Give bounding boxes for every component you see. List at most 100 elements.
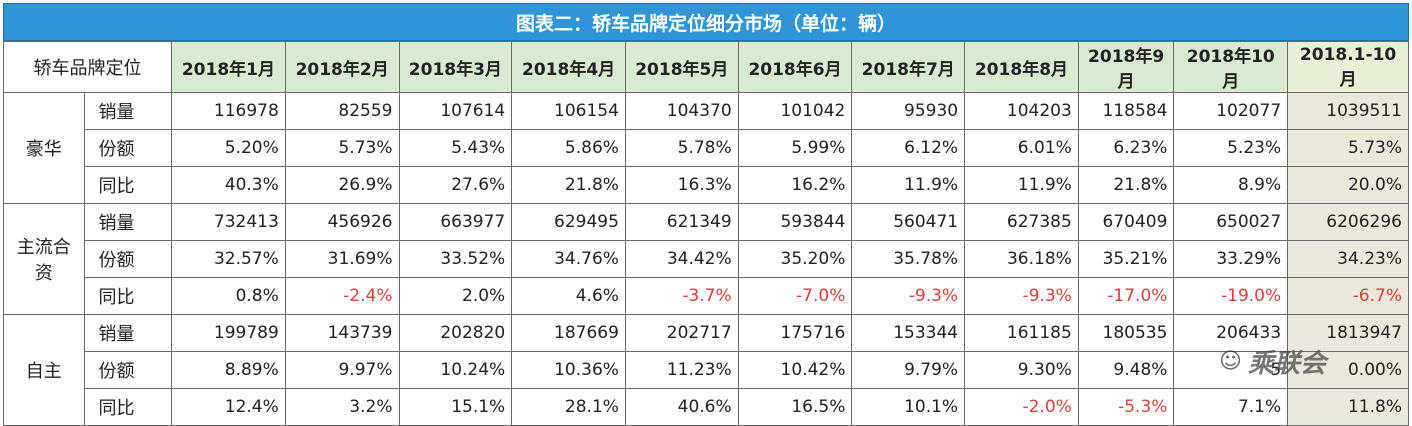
table-cell: 629495 <box>511 203 626 241</box>
table-cell: 34.42% <box>624 240 739 278</box>
table-cell: 143739 <box>284 314 400 352</box>
table-cell: 107614 <box>398 92 513 130</box>
total-cell: 34.23% <box>1287 240 1409 278</box>
table-cell: 82559 <box>284 92 400 130</box>
table-cell: 33.29% <box>1173 240 1289 278</box>
table-cell: -2.0% <box>964 388 1079 426</box>
corner-header: 轿车品牌定位 <box>2 41 173 93</box>
table-cell: -9.3% <box>964 277 1079 315</box>
table-cell: -19.0% <box>1173 277 1289 315</box>
column-header: 2018年6月 <box>737 41 853 93</box>
column-header: 2018年2月 <box>284 41 400 93</box>
table-cell: 10.1% <box>851 388 966 426</box>
table-cell: -3.7% <box>624 277 739 315</box>
table-cell: 202820 <box>398 314 513 352</box>
table-cell: 104370 <box>624 92 739 130</box>
table-cell: -2.4% <box>284 277 400 315</box>
table-cell: 12.4% <box>171 388 286 426</box>
table-cell: 34.76% <box>511 240 626 278</box>
group-label: 主流合资 <box>3 203 85 315</box>
table-cell: 35.20% <box>737 240 853 278</box>
wechat-icon: ☺ <box>1219 348 1242 374</box>
table-cell: 3.2% <box>284 388 400 426</box>
total-cell: -6.7% <box>1287 277 1409 315</box>
table-cell: 31.69% <box>284 240 400 278</box>
table-cell: 5.78% <box>624 129 739 167</box>
watermark: ☺ 乘联会 <box>1219 341 1389 381</box>
table-cell: 8.89% <box>171 351 286 389</box>
table-cell: 35.78% <box>851 240 966 278</box>
total-cell: 11.8% <box>1287 388 1409 426</box>
table-body: 豪华 销量 116978 82559 107614 106154 104370 101042 9… <box>3 92 1409 426</box>
table-cell: 456926 <box>284 203 400 241</box>
table-cell: 6.23% <box>1077 129 1175 167</box>
table-cell: 0.8% <box>171 277 286 315</box>
table-cell: 5.20% <box>171 129 286 167</box>
table-cell: -7.0% <box>737 277 853 315</box>
data-table: 轿车品牌定位 2018年1月 2018年2月 2018年3月 2018年4月 2018年… <box>2 41 1409 426</box>
table-cell: 28.1% <box>511 388 626 426</box>
column-header: 2018年9月 <box>1077 41 1175 93</box>
header-row: 轿车品牌定位 2018年1月 2018年2月 2018年3月 2018年4月 2018年… <box>2 41 1409 93</box>
table-cell: 95930 <box>851 92 966 130</box>
report-container: 图表二：轿车品牌定位细分市场（单位：辆） 轿车品牌定位 2018年1月 2018年… <box>2 3 1409 426</box>
table-cell: 11.23% <box>624 351 739 389</box>
total-cell: 5.73% <box>1287 129 1409 167</box>
metric-label: 同比 <box>83 166 173 204</box>
table-cell: 104203 <box>964 92 1079 130</box>
total-cell: 0.00% <box>1287 351 1409 389</box>
table-cell: 621349 <box>624 203 739 241</box>
table-cell: 106154 <box>511 92 626 130</box>
table-cell: -17.0% <box>1077 277 1175 315</box>
column-header: 2018年8月 <box>964 41 1079 93</box>
table-cell: 732413 <box>171 203 286 241</box>
table-cell: 5 <box>1173 351 1289 389</box>
table-cell: 15.1% <box>398 388 513 426</box>
table-cell: 650027 <box>1173 203 1289 241</box>
table-row: 份额 8.89% 9.97% 10.24% 10.36% 11.23% 10.42% 9.79… <box>4 351 1409 389</box>
table-cell: 199789 <box>171 314 286 352</box>
table-cell: 5.43% <box>398 129 513 167</box>
column-header: 2018年4月 <box>511 41 626 93</box>
table-cell: 21.8% <box>1077 166 1175 204</box>
table-row: 豪华 销量 116978 82559 107614 106154 104370 101042 9… <box>3 92 1409 204</box>
watermark-text: 乘联会 <box>1247 348 1326 379</box>
table-row: 自主 销量 199789 143739 202820 187669 202717 175716… <box>3 314 1409 426</box>
table-cell: 560471 <box>851 203 966 241</box>
table-row: 主流合资 销量 732413 456926 663977 629495 621349 5938… <box>3 203 1409 315</box>
table-title: 图表二：轿车品牌定位细分市场（单位：辆） <box>3 3 1409 41</box>
metric-label: 份额 <box>83 240 173 278</box>
table-cell: 10.42% <box>737 351 853 389</box>
table-cell: 16.2% <box>737 166 853 204</box>
table-cell: 187669 <box>511 314 626 352</box>
table-cell: 11.9% <box>851 166 966 204</box>
column-header: 2018年10月 <box>1173 41 1289 93</box>
total-cell: 6206296 <box>1287 203 1409 241</box>
table-cell: 116978 <box>171 92 286 130</box>
table-cell: 7.1% <box>1173 388 1289 426</box>
table-cell: 2.0% <box>398 277 513 315</box>
table-cell: 36.18% <box>964 240 1079 278</box>
table-cell: 101042 <box>737 92 853 130</box>
table-cell: 9.48% <box>1077 351 1175 389</box>
table-cell: 10.36% <box>511 351 626 389</box>
table-cell: 663977 <box>398 203 513 241</box>
table-row: 同比 40.3% 26.9% 27.6% 21.8% 16.3% 16.2% 11.9% 11.… <box>4 166 1409 204</box>
metric-label: 销量 <box>83 314 173 352</box>
column-header: 2018年5月 <box>624 41 739 93</box>
column-header-total: 2018.1-10月 <box>1287 41 1409 93</box>
total-cell: 1039511 <box>1287 92 1409 130</box>
table-cell: 6.12% <box>851 129 966 167</box>
table-cell: 175716 <box>737 314 853 352</box>
table-cell: 593844 <box>737 203 853 241</box>
table-cell: 35.21% <box>1077 240 1175 278</box>
table-cell: 33.52% <box>398 240 513 278</box>
column-header: 2018年3月 <box>398 41 513 93</box>
table-cell: 9.79% <box>851 351 966 389</box>
metric-label: 同比 <box>83 388 173 426</box>
table-cell: 5.86% <box>511 129 626 167</box>
table-cell: 5.23% <box>1173 129 1289 167</box>
table-row: 同比 0.8% -2.4% 2.0% 4.6% -3.7% -7.0% -9.3% -9.3% -… <box>4 277 1409 315</box>
table-cell: 11.9% <box>964 166 1079 204</box>
table-cell: 40.6% <box>624 388 739 426</box>
